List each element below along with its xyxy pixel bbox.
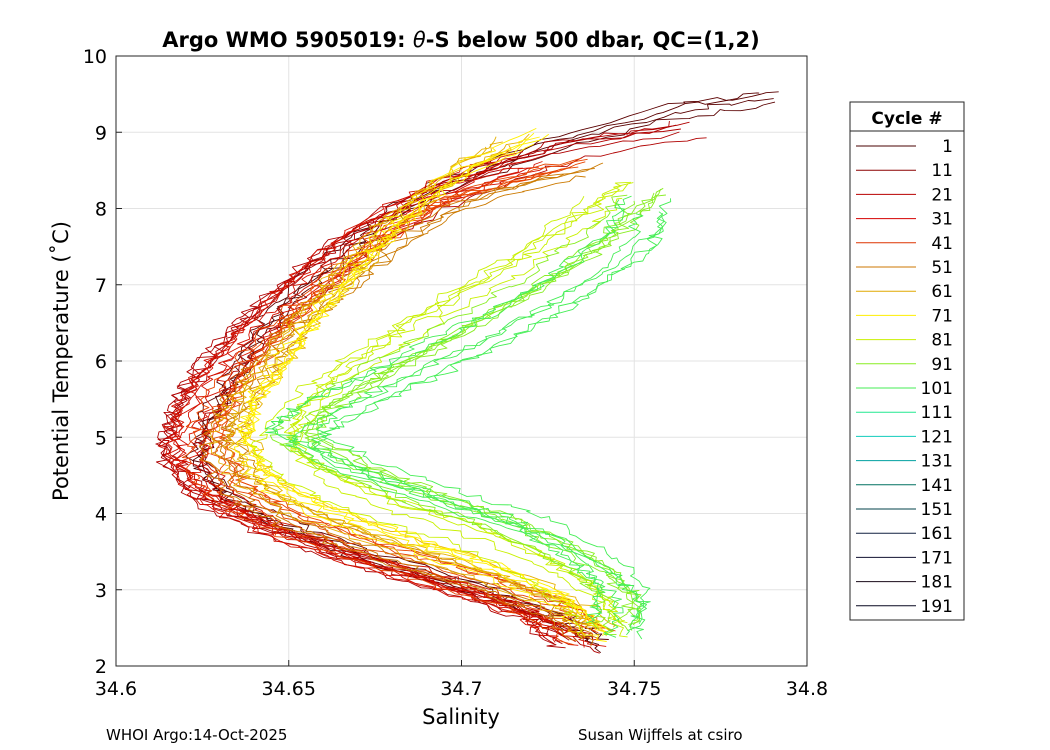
legend-entry-label: 151 [921,500,953,520]
legend: Cycle # 11121314151617181911011111211311… [849,101,965,621]
footer-left: WHOI Argo:14-Oct-2025 [106,726,288,744]
legend-entry-label: 131 [921,452,953,472]
profile-line-group-6 [243,133,612,633]
y-tick-label: 3 [95,580,107,602]
y-tick-label: 2 [95,656,107,678]
profile-line-group-1 [170,121,690,641]
y-tick-label: 9 [95,122,107,144]
profiles [155,91,779,654]
legend-entry-label: 161 [921,524,953,544]
x-tick-label: 34.7 [440,678,482,700]
x-tick-label: 34.8 [786,678,828,700]
legend-entry-label: 41 [931,234,953,254]
legend-entry-label: 81 [931,331,953,351]
profile-line-group-8 [300,187,664,625]
y-tick-label: 10 [83,46,107,68]
chart-title: Argo WMO 5905019: θ-S below 500 dbar, QC… [162,28,759,52]
legend-entry-label: 71 [931,306,953,326]
profile-line-group-6 [236,127,607,629]
y-tick-label: 8 [95,199,107,221]
footer-right: Susan Wijffels at csiro [578,726,743,744]
profile-line-group-3 [199,166,591,638]
legend-entry-label: 11 [931,161,953,181]
legend-entry-label: 61 [931,282,953,302]
profile-line-group-8 [304,188,662,626]
y-tick-label: 7 [95,275,107,297]
legend-title: Cycle # [871,109,942,129]
x-tick-label: 34.75 [607,678,661,700]
legend-entry-label: 31 [931,210,953,230]
profile-line-group-8 [279,200,636,636]
x-tick-label: 34.6 [95,678,137,700]
profile-line-group-8 [304,194,666,631]
x-tick-label: 34.65 [262,678,316,700]
profile-line-group-7 [250,195,585,640]
x-axis-label: Salinity [422,705,500,729]
legend-entry-label: 121 [921,427,953,447]
profile-line-group-6 [243,136,605,637]
legend-entry-label: 91 [931,355,953,375]
y-axis-label: Potential Temperature (˚C) [49,221,73,501]
legend-entry-label: 171 [921,548,953,568]
profile-line-group-7 [289,197,628,638]
y-tick-label: 4 [95,504,107,526]
axis-ticks: 34.6 34.65 34.7 34.75 34.8 2 3 4 5 6 7 8 9 10 [83,46,828,700]
profile-line-group-8 [269,194,628,630]
profile-line-group-7 [283,181,632,622]
legend-entry-label: 21 [931,185,953,205]
legend-entry-label: 111 [921,403,953,423]
profile-line-group-9 [315,198,672,625]
profile-line-group-6 [233,143,607,642]
profile-line-group-9 [311,211,667,636]
profile-line-group-5 [224,136,597,631]
profile-line-group-2 [173,161,576,643]
profile-line-group-5 [209,146,586,638]
profile-line-group-2 [158,160,559,643]
legend-entry-label: 1 [942,137,953,157]
legend-entry-label: 101 [921,379,953,399]
y-tick-label: 5 [95,427,107,449]
profile-line-group-9 [265,199,625,624]
legend-entry-label: 51 [931,258,953,278]
y-tick-label: 6 [95,351,107,373]
legend-entry-label: 181 [921,573,953,593]
legend-entry-label: 191 [921,597,953,617]
profile-line-group-3 [181,172,575,646]
legend-entry-label: 141 [921,476,953,496]
profile-line-group-6 [242,132,609,634]
